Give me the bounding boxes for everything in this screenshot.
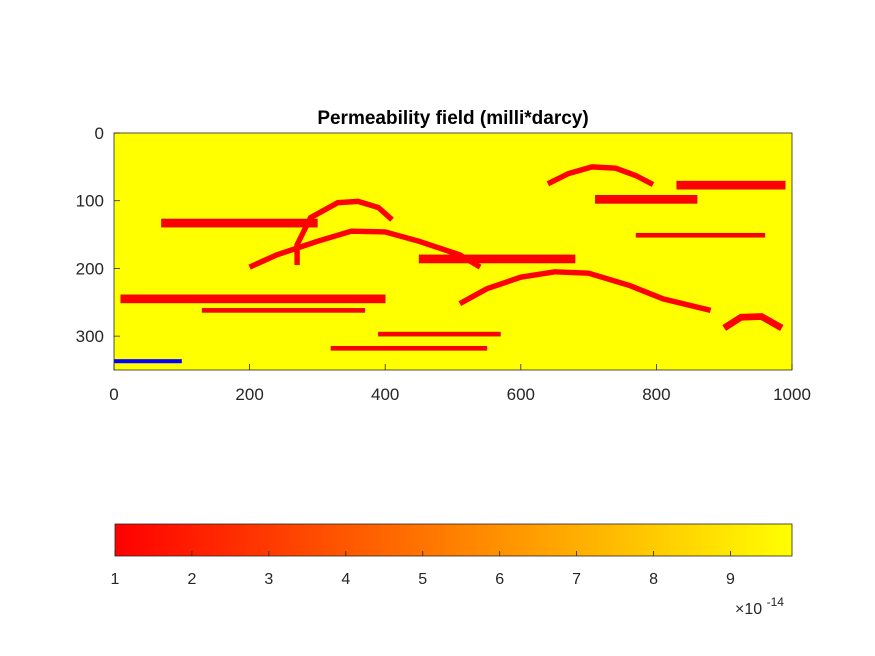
channel-band bbox=[378, 331, 501, 337]
y-tick-label: 200 bbox=[76, 259, 104, 278]
channel-band bbox=[635, 232, 766, 238]
y-axis: 0 100 200 300 bbox=[76, 124, 120, 346]
chart-title: Permeability field (milli*darcy) bbox=[317, 108, 588, 129]
colorbar-tick-label: 8 bbox=[649, 571, 658, 588]
channel-band bbox=[330, 346, 488, 351]
colorbar-tick-label: 5 bbox=[418, 571, 427, 588]
y-tick-label: 300 bbox=[76, 327, 104, 346]
colorbar: 1 2 3 4 5 6 7 8 9 ×10 -14 bbox=[111, 523, 793, 618]
channel-arc bbox=[722, 313, 784, 331]
well-marker bbox=[114, 359, 182, 364]
channel-band bbox=[161, 218, 318, 228]
colorbar-ticks: 1 2 3 4 5 6 7 8 9 bbox=[111, 551, 735, 588]
colorbar-exponent-prefix: ×10 bbox=[735, 601, 762, 618]
heatmap-plot bbox=[113, 132, 793, 371]
well-layer bbox=[114, 359, 182, 364]
channel-arc bbox=[546, 164, 655, 187]
colorbar-tick-label: 7 bbox=[572, 571, 581, 588]
x-tick-label: 600 bbox=[507, 385, 535, 404]
colorbar-tick-label: 9 bbox=[726, 571, 735, 588]
x-axis: 0 200 400 600 800 1000 bbox=[109, 364, 811, 404]
y-tick-label: 100 bbox=[76, 192, 104, 211]
colorbar-tick-label: 6 bbox=[495, 571, 504, 588]
channel-arc bbox=[294, 198, 394, 265]
plot-frame bbox=[113, 132, 793, 371]
colorbar-tick-label: 3 bbox=[264, 571, 273, 588]
channel-band bbox=[201, 308, 366, 313]
colorbar-gradient bbox=[114, 523, 793, 557]
channel-band bbox=[595, 195, 698, 204]
x-tick-label: 200 bbox=[235, 385, 263, 404]
channel-band bbox=[418, 254, 576, 264]
y-tick-label: 0 bbox=[95, 124, 104, 143]
channel-arc bbox=[458, 269, 712, 314]
colorbar-tick-label: 2 bbox=[187, 571, 196, 588]
colorbar-exponent: ×10 -14 bbox=[735, 595, 784, 618]
colorbar-tick-label: 1 bbox=[111, 571, 120, 588]
colorbar-exponent-power: -14 bbox=[767, 595, 785, 609]
x-tick-label: 400 bbox=[371, 385, 399, 404]
x-tick-label: 0 bbox=[109, 385, 118, 404]
x-tick-label: 1000 bbox=[773, 385, 811, 404]
x-tick-label: 800 bbox=[642, 385, 670, 404]
channel-band bbox=[120, 294, 386, 304]
channel-arc bbox=[248, 228, 482, 270]
colorbar-tick-label: 4 bbox=[341, 571, 350, 588]
channel-band bbox=[676, 180, 786, 190]
channel-layer bbox=[120, 164, 786, 351]
